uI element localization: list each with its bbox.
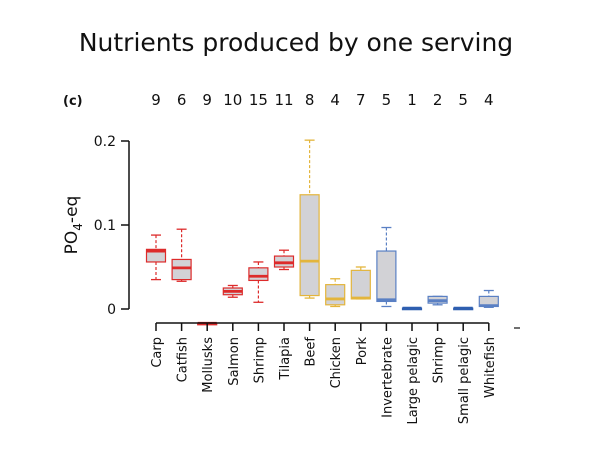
x-tick-label: Beef [304,337,319,367]
y-label-main: PO [62,231,82,255]
box-12 [427,295,448,306]
boxes [145,139,499,326]
y-label-suffix: -eq [62,196,82,223]
x-tick-label: Pork [355,337,370,366]
iqr-box [376,250,397,303]
iqr-box [171,258,192,281]
x-tick-label: Shrimp [432,337,447,383]
x-tick-label: Catfish [176,337,191,382]
x-tick-label: Large pelagic [406,337,421,425]
box-13 [453,306,474,311]
sample-size-label: 9 [202,91,212,109]
panel-label: (c) [63,94,83,109]
sample-size-label: 4 [330,91,340,109]
sample-size-label: 1 [407,91,417,109]
x-tick-label: Carp [150,337,165,368]
box-1 [145,234,167,281]
box-7 [299,139,320,299]
sample-size-label: 10 [223,91,242,109]
x-tick-label: Salmon [227,337,242,386]
sample-size-label: 6 [177,91,187,109]
sample-size-label: 2 [433,91,443,109]
sample-size-label: 7 [356,91,366,109]
box-11 [401,306,423,311]
x-axis: Carp Catfish Mollusks Salmon Shrimp Tilapia Be… [150,322,520,425]
box-6 [273,249,295,271]
x-tick-label: Invertebrate [380,337,395,418]
slide-title: Nutrients produced by one serving [78,28,514,57]
sample-size-label: 15 [249,91,268,109]
x-tick-label: Whitefish [483,337,498,398]
iqr-box [299,194,320,297]
box-14 [478,289,499,308]
x-tick-label: Chicken [329,337,344,388]
iqr-box [248,267,269,282]
box-8 [325,278,346,308]
box-4 [222,284,243,298]
sample-size-label: 4 [484,91,494,109]
sample-size-label: 8 [305,91,315,109]
iqr-box [325,284,346,306]
y-axis: 0 0.1 0.2 [94,134,130,318]
x-tick-label: Small pelagic [457,337,472,424]
y-label-subscript: 4 [71,223,85,231]
box-10 [376,226,397,308]
box-9 [350,266,371,300]
sample-size-label: 5 [458,91,468,109]
sample-size-label: 5 [382,91,392,109]
y-axis-label: PO4-eq [62,196,85,255]
y-tick-label: 0.2 [94,134,116,150]
sample-size-label: 9 [151,91,161,109]
sample-size-labels: 9 6 9 10 15 11 8 4 7 5 1 2 5 4 [151,91,493,109]
iqr-box [350,269,371,300]
x-tick-label: Mollusks [201,337,216,393]
iqr-box [145,248,167,263]
x-tick-label: Tilapia [278,337,293,381]
y-tick-label: 0.1 [94,218,116,234]
sample-size-label: 11 [274,91,293,109]
x-tick-label: Shrimp [252,337,267,383]
box-5 [248,261,269,303]
y-tick-label: 0 [107,302,116,318]
box-2 [171,228,192,282]
svg-text:PO4-eq: PO4-eq [62,196,85,255]
